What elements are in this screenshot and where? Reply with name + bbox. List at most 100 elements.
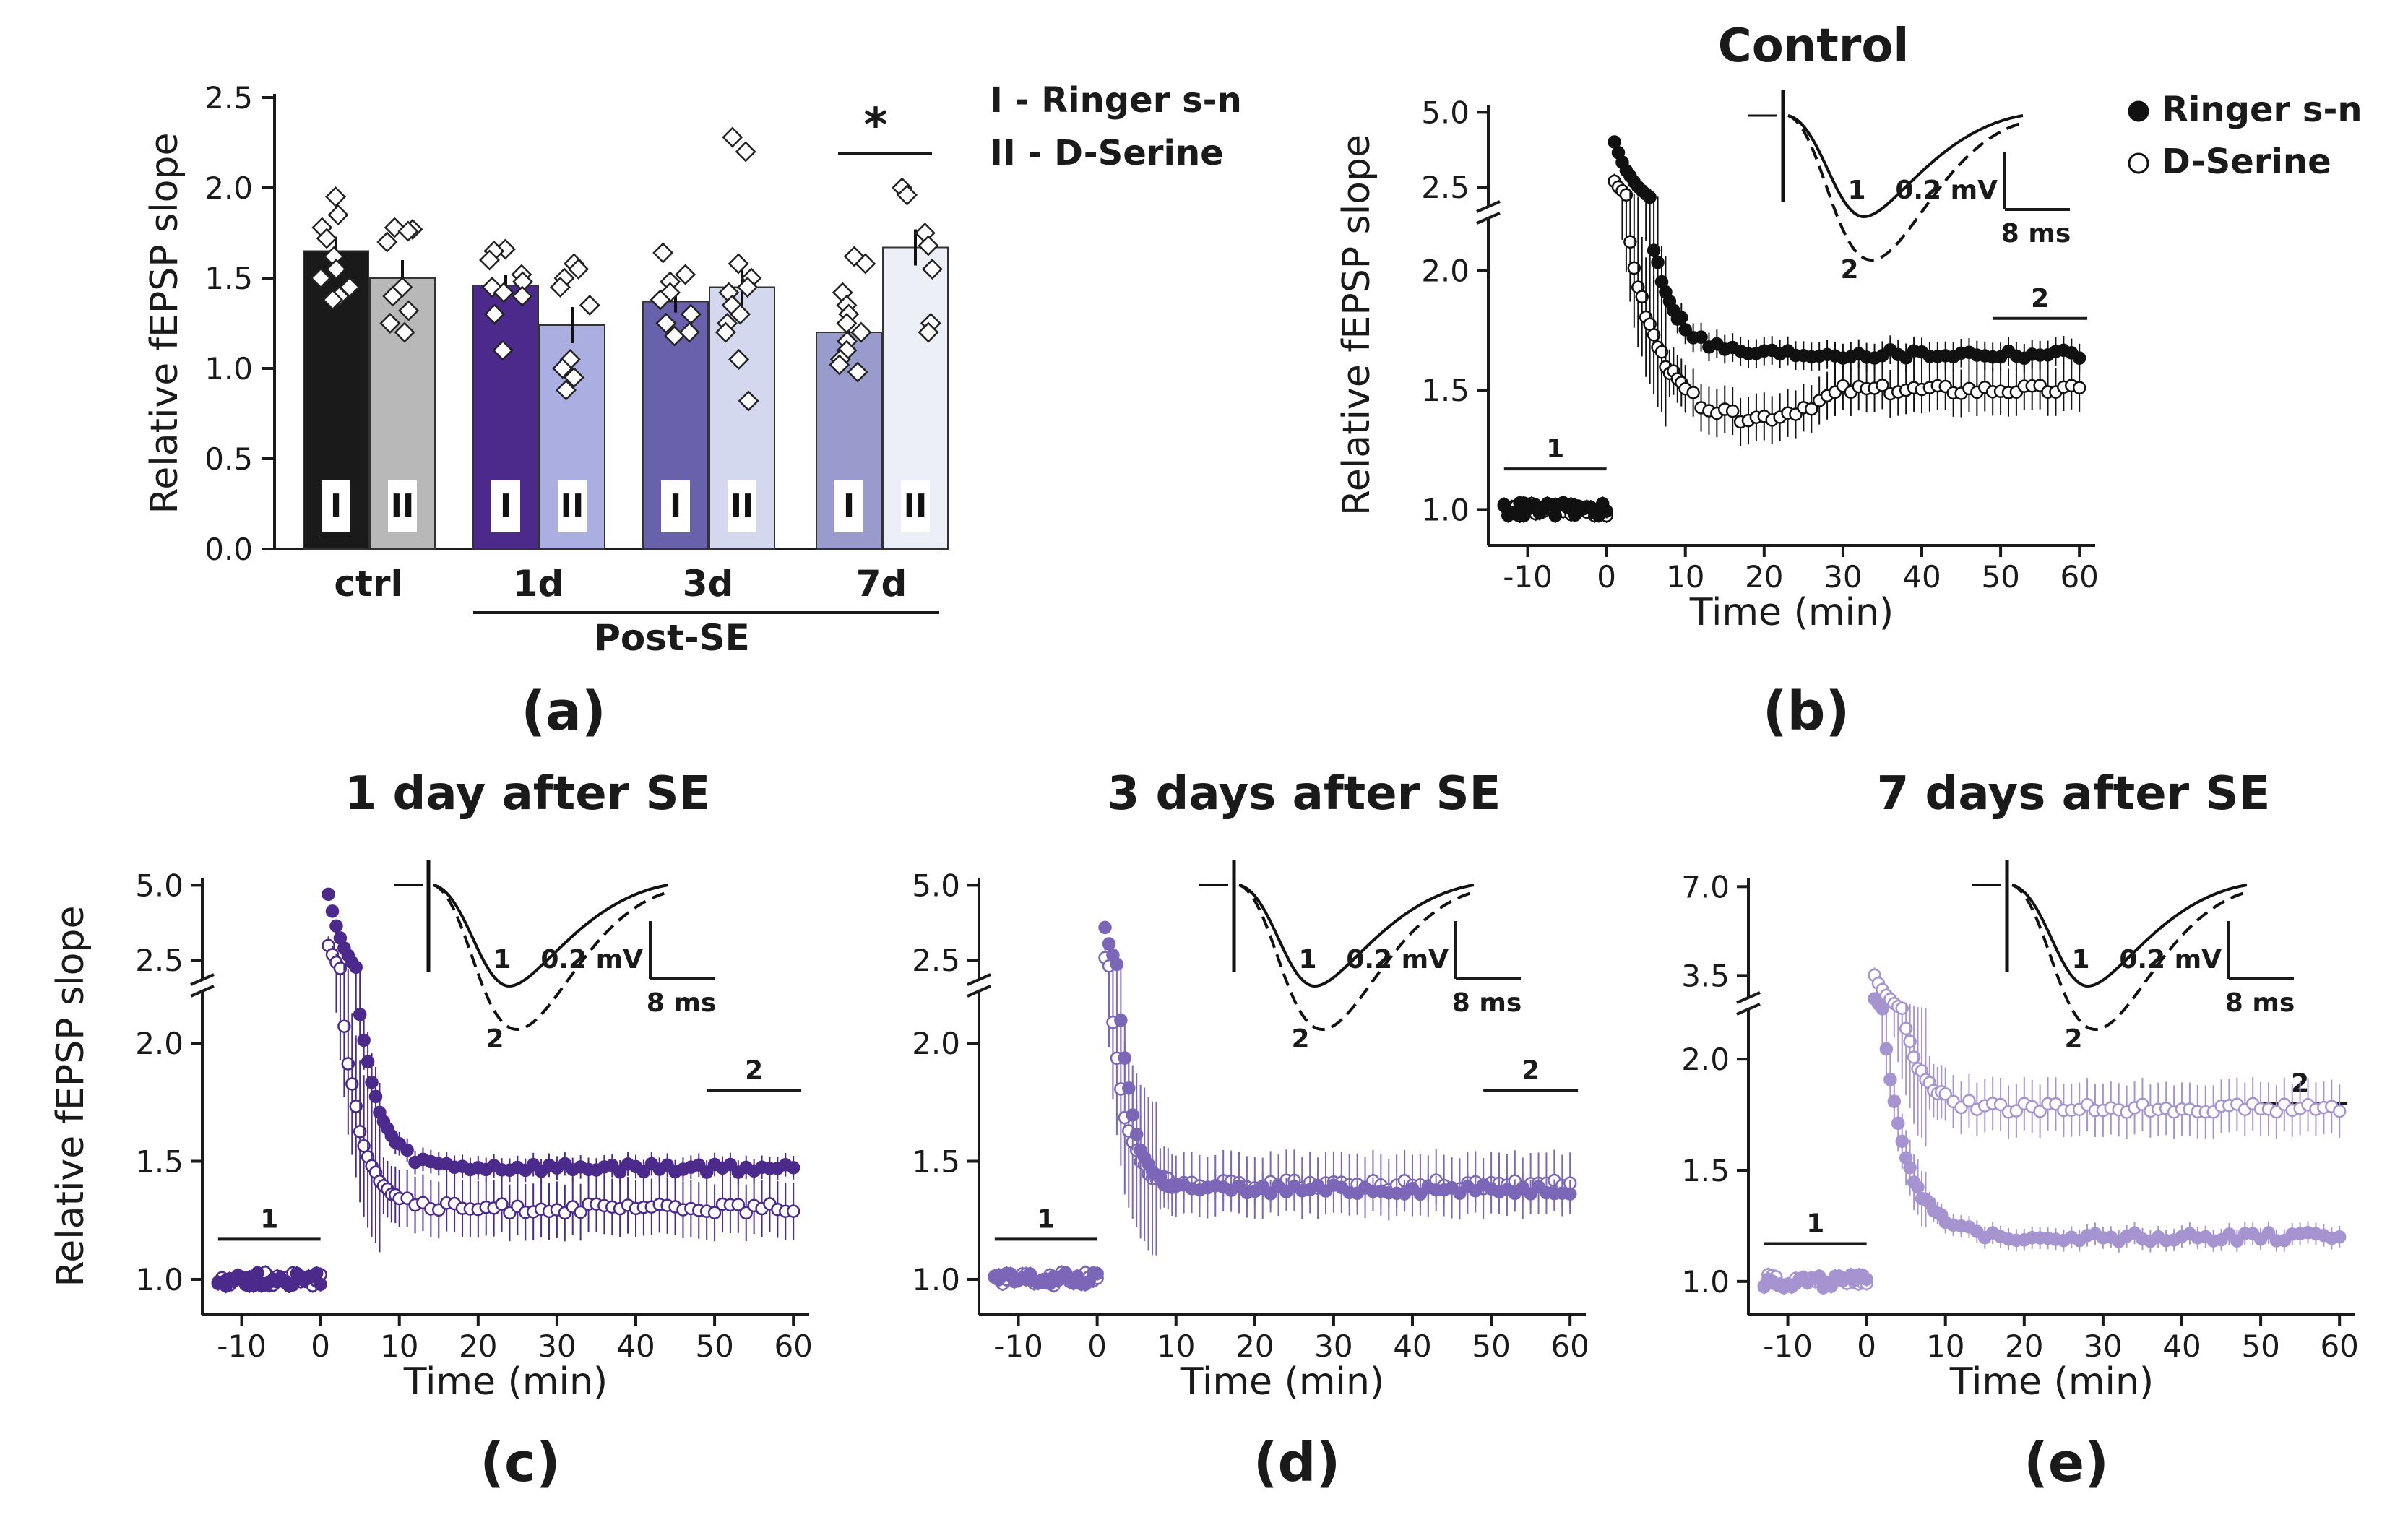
data-point bbox=[322, 289, 344, 311]
roman-label: I bbox=[843, 488, 855, 524]
data-point bbox=[1938, 1087, 1952, 1101]
data-point bbox=[1891, 1116, 1905, 1131]
data-point bbox=[1903, 1034, 1917, 1048]
data-point bbox=[1907, 1050, 1921, 1064]
data-point bbox=[1627, 261, 1641, 275]
data-point bbox=[1110, 957, 1124, 972]
inset-trace-2 bbox=[1787, 114, 2024, 262]
data-point bbox=[327, 204, 349, 225]
data-point bbox=[1876, 1002, 1889, 1016]
roman-label: II bbox=[904, 488, 928, 524]
data-point bbox=[579, 295, 600, 316]
data-point bbox=[650, 289, 671, 311]
inset-trace-1 bbox=[2011, 884, 2248, 988]
data-point bbox=[636, 1165, 651, 1179]
x-tick-label: 60 bbox=[2320, 1329, 2358, 1364]
data-point bbox=[1619, 188, 1634, 202]
data-point bbox=[728, 349, 750, 370]
inset-label-1: 1 bbox=[493, 945, 511, 975]
baseline-label: 1 bbox=[1806, 1209, 1824, 1239]
data-point bbox=[786, 1161, 800, 1175]
y-tick-label: 5.0 bbox=[1421, 95, 1470, 130]
data-point bbox=[568, 259, 590, 280]
data-point bbox=[550, 277, 571, 298]
inset: 1 2 0.2 mV8 ms bbox=[1199, 860, 1522, 1054]
data-point bbox=[1725, 404, 1740, 418]
data-point bbox=[1805, 402, 1818, 416]
data-point bbox=[836, 313, 858, 334]
category-label: 3d bbox=[683, 563, 734, 605]
data-point bbox=[310, 267, 332, 289]
data-point bbox=[735, 141, 756, 163]
roman-label: I bbox=[670, 488, 681, 524]
data-point bbox=[1883, 1073, 1897, 1086]
data-point bbox=[918, 235, 939, 256]
x-tick-label: 50 bbox=[1981, 559, 2019, 595]
roman-box bbox=[388, 480, 417, 532]
inset-trace-2 bbox=[1238, 884, 1475, 1032]
axis-break bbox=[190, 985, 215, 998]
data-point bbox=[333, 962, 348, 975]
data-point bbox=[737, 277, 759, 298]
data-point bbox=[2332, 1104, 2347, 1118]
y-tick-label: 1.5 bbox=[204, 261, 253, 296]
x-tick-label: 50 bbox=[695, 1329, 733, 1364]
data-point bbox=[1643, 190, 1657, 204]
roman-box bbox=[901, 480, 930, 532]
data-point bbox=[1654, 345, 1669, 359]
chart-title: 7 days after SE bbox=[1877, 767, 2271, 821]
data-point bbox=[723, 1157, 738, 1172]
data-point bbox=[829, 354, 850, 376]
data-point bbox=[1090, 1266, 1104, 1281]
data-point bbox=[728, 253, 749, 275]
data-point bbox=[707, 1206, 722, 1220]
scale-ms-label: 8 ms bbox=[2001, 219, 2071, 249]
inset-label-1: 1 bbox=[2071, 945, 2089, 975]
data-point bbox=[400, 1143, 414, 1157]
data-point bbox=[1675, 311, 1688, 324]
x-tick-label: -10 bbox=[217, 1329, 267, 1364]
x-tick-label: 20 bbox=[1235, 1329, 1274, 1364]
roman-box bbox=[491, 480, 520, 532]
data-point bbox=[1651, 255, 1665, 269]
roman-box bbox=[834, 480, 863, 532]
group-label: Post-SE bbox=[594, 617, 750, 659]
x-tick-label: 40 bbox=[2162, 1329, 2201, 1364]
data-point bbox=[1694, 330, 1708, 344]
panel-c: 1.0 1.5 2.0 2.5 5.0 -10 0 10 20 30 40 50 60 Time (min… bbox=[49, 767, 813, 1494]
data-point bbox=[921, 259, 943, 280]
category-label: 7d bbox=[856, 563, 907, 605]
y-tick-label: 5.0 bbox=[135, 868, 184, 903]
roman-box bbox=[322, 480, 350, 532]
x-tick-label: 20 bbox=[2005, 1329, 2043, 1364]
y-tick-label: 2.5 bbox=[912, 943, 960, 978]
data-point bbox=[349, 960, 363, 975]
chart-title: 1 day after SE bbox=[345, 767, 711, 821]
data-point bbox=[1647, 243, 1661, 257]
x-tick-label: 10 bbox=[1157, 1329, 1195, 1364]
data-point bbox=[2072, 381, 2086, 395]
inset: 1 2 0.2 mV8 ms bbox=[1972, 860, 2295, 1054]
legend-entry: D-Serine bbox=[2162, 142, 2331, 182]
data-point bbox=[556, 379, 577, 401]
data-point bbox=[357, 1033, 371, 1047]
chart-title: 3 days after SE bbox=[1108, 767, 1501, 821]
data-point bbox=[2230, 1234, 2244, 1248]
data-point bbox=[1563, 1187, 1577, 1201]
x-axis-label: Time (min) bbox=[1689, 591, 1894, 634]
roman-label: II bbox=[391, 488, 415, 524]
data-point bbox=[574, 1205, 587, 1219]
x-tick-label: 0 bbox=[311, 1329, 330, 1364]
y-tick-label: 1.5 bbox=[912, 1144, 960, 1180]
data-point bbox=[493, 282, 514, 303]
data-point bbox=[660, 271, 681, 293]
y-tick-label: 2.5 bbox=[135, 943, 184, 978]
x-tick-label: 30 bbox=[1824, 559, 1862, 595]
y-tick-label: 1.0 bbox=[204, 351, 253, 386]
data-point bbox=[1122, 1081, 1136, 1095]
data-point bbox=[730, 303, 751, 325]
x-tick-label: 60 bbox=[1550, 1329, 1589, 1364]
data-point bbox=[341, 1057, 355, 1071]
legend-entry: I - Ringer s-n bbox=[990, 80, 1242, 121]
